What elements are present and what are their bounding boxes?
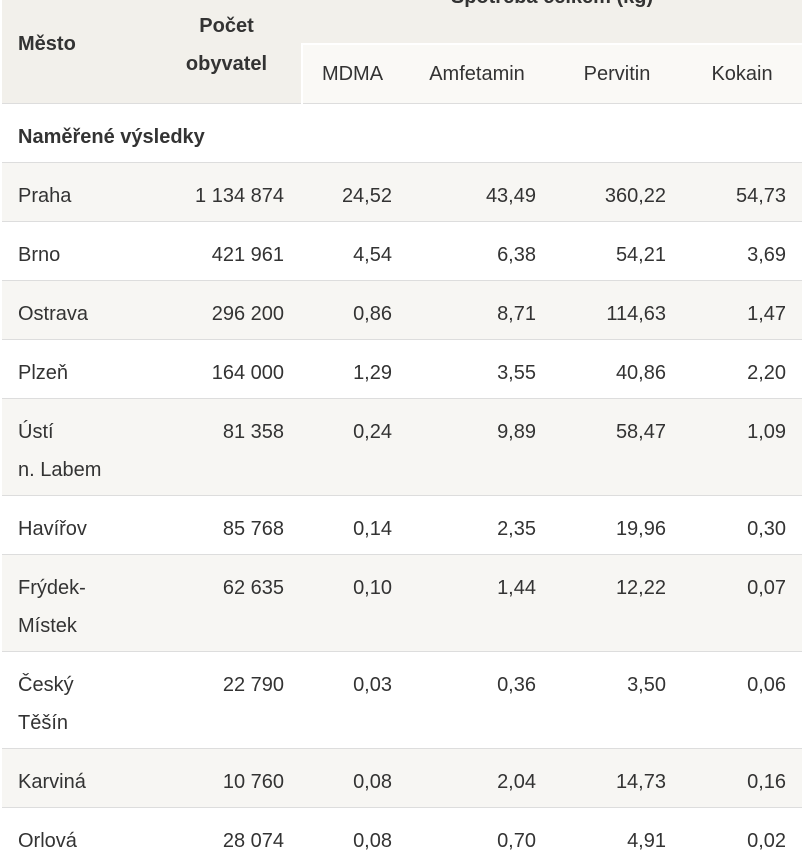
cell-pervitin: 14,73 xyxy=(552,749,682,808)
cell-mdma: 0,14 xyxy=(302,496,402,555)
cell-amfetamin: 8,71 xyxy=(402,281,552,340)
cell-city: Karviná xyxy=(2,749,152,808)
cell-kokain: 2,20 xyxy=(682,340,802,399)
section-row: Naměřené výsledky xyxy=(2,104,802,163)
header-mdma: MDMA xyxy=(302,44,402,104)
cell-population: 28 074 xyxy=(152,808,302,866)
cell-amfetamin: 9,89 xyxy=(402,399,552,496)
cell-city-line: n. Labem xyxy=(18,459,101,481)
cell-city: Český Těšín xyxy=(2,652,152,749)
cell-population: 164 000 xyxy=(152,340,302,399)
cell-amfetamin: 0,70 xyxy=(402,808,552,866)
cell-pervitin: 40,86 xyxy=(552,340,682,399)
cell-city: Havířov xyxy=(2,496,152,555)
cell-city: Orlová xyxy=(2,808,152,866)
cell-kokain: 0,30 xyxy=(682,496,802,555)
cell-mdma: 0,08 xyxy=(302,749,402,808)
table-header: Město Počet obyvatel Spotřeba celkem (kg)… xyxy=(2,0,802,104)
cell-amfetamin: 2,35 xyxy=(402,496,552,555)
cell-pervitin: 58,47 xyxy=(552,399,682,496)
cell-city: Plzeň xyxy=(2,340,152,399)
header-city: Město xyxy=(2,0,152,104)
cell-population: 1 134 874 xyxy=(152,163,302,222)
cell-city-line: Ostrava xyxy=(18,303,88,325)
header-population: Počet obyvatel xyxy=(152,0,302,104)
cell-city: Ústí n. Labem xyxy=(2,399,152,496)
cell-pervitin: 3,50 xyxy=(552,652,682,749)
cell-population: 85 768 xyxy=(152,496,302,555)
cell-amfetamin: 2,04 xyxy=(402,749,552,808)
cell-pervitin: 54,21 xyxy=(552,222,682,281)
cell-amfetamin: 1,44 xyxy=(402,555,552,652)
cell-kokain: 0,02 xyxy=(682,808,802,866)
cell-city-line: Český xyxy=(18,674,74,696)
cell-kokain: 0,07 xyxy=(682,555,802,652)
cell-city: Praha xyxy=(2,163,152,222)
cell-mdma: 4,54 xyxy=(302,222,402,281)
cell-city-line: Havířov xyxy=(18,518,87,540)
cell-city-line: Frýdek- xyxy=(18,577,86,599)
cell-population: 81 358 xyxy=(152,399,302,496)
cell-mdma: 0,10 xyxy=(302,555,402,652)
cell-population: 62 635 xyxy=(152,555,302,652)
cell-city-line: Plzeň xyxy=(18,362,68,384)
cell-amfetamin: 3,55 xyxy=(402,340,552,399)
cell-city-line: Brno xyxy=(18,244,60,266)
cell-kokain: 3,69 xyxy=(682,222,802,281)
header-population-line1: Počet xyxy=(199,15,253,37)
cell-city-line: Místek xyxy=(18,615,77,637)
cell-amfetamin: 0,36 xyxy=(402,652,552,749)
cell-city-line: Orlová xyxy=(18,830,77,852)
cell-mdma: 0,08 xyxy=(302,808,402,866)
cell-mdma: 1,29 xyxy=(302,340,402,399)
cell-kokain: 0,06 xyxy=(682,652,802,749)
cell-city-line: Ústí xyxy=(18,421,54,443)
cell-pervitin: 114,63 xyxy=(552,281,682,340)
cell-pervitin: 360,22 xyxy=(552,163,682,222)
cell-pervitin: 4,91 xyxy=(552,808,682,866)
cell-population: 296 200 xyxy=(152,281,302,340)
header-amfetamin: Amfetamin xyxy=(402,44,552,104)
cell-kokain: 1,09 xyxy=(682,399,802,496)
header-pervitin: Pervitin xyxy=(552,44,682,104)
cell-city: Ostrava xyxy=(2,281,152,340)
cell-amfetamin: 6,38 xyxy=(402,222,552,281)
cell-pervitin: 12,22 xyxy=(552,555,682,652)
cell-city-line: Praha xyxy=(18,185,71,207)
section-title: Naměřené výsledky xyxy=(2,104,802,163)
cell-population: 22 790 xyxy=(152,652,302,749)
cell-city-line: Těšín xyxy=(18,712,68,734)
cell-pervitin: 19,96 xyxy=(552,496,682,555)
header-kokain: Kokain xyxy=(682,44,802,104)
cell-kokain: 54,73 xyxy=(682,163,802,222)
cell-amfetamin: 43,49 xyxy=(402,163,552,222)
cell-population: 421 961 xyxy=(152,222,302,281)
cell-city: Frýdek- Místek xyxy=(2,555,152,652)
header-consumption-group: Spotřeba celkem (kg) xyxy=(302,0,802,44)
cell-city-line: Karviná xyxy=(18,771,86,793)
cell-mdma: 0,03 xyxy=(302,652,402,749)
cell-population: 10 760 xyxy=(152,749,302,808)
header-population-line2: obyvatel xyxy=(186,53,267,75)
cell-city: Brno xyxy=(2,222,152,281)
cell-mdma: 0,86 xyxy=(302,281,402,340)
cell-kokain: 0,16 xyxy=(682,749,802,808)
cell-mdma: 0,24 xyxy=(302,399,402,496)
cell-kokain: 1,47 xyxy=(682,281,802,340)
cell-mdma: 24,52 xyxy=(302,163,402,222)
